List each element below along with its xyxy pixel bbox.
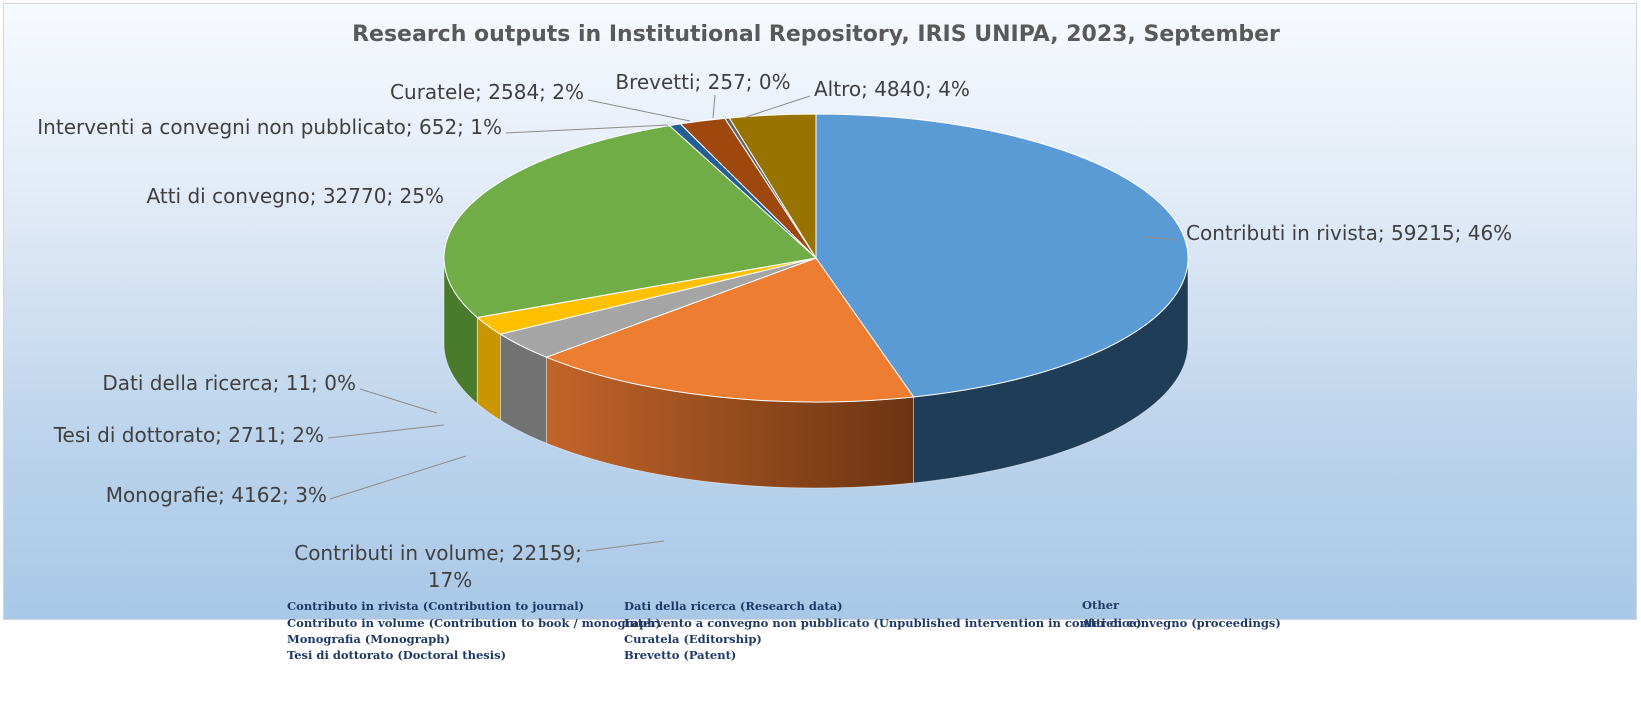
leader-lines — [327, 94, 1178, 552]
legend-item: Curatela (Editorship) — [624, 632, 762, 646]
pie-slice-contributi-in-volume — [544, 257, 915, 403]
slice-label-monografie: Monografie; 4162; 3% — [106, 483, 327, 507]
slice-label-brevetti: Brevetti; 257; 0% — [615, 70, 790, 94]
leader-line-interventi-a-convegni-non-pubblicato — [505, 124, 669, 134]
pie-side-walls — [443, 257, 1189, 489]
slice-label-altro: Altro; 4840; 4% — [814, 77, 970, 101]
leader-line-dati-della-ricerca — [359, 388, 438, 414]
slice-label-dati-della-ricerca: Dati della ricerca; 11; 0% — [102, 371, 356, 395]
leader-line-contributi-in-rivista — [1143, 236, 1178, 241]
pie-slices — [443, 113, 1189, 403]
slice-label-atti-di-convegno: Atti di convegno; 32770; 25% — [147, 184, 444, 208]
slice-label-contributi-in-volume-percent: 17% — [428, 568, 472, 592]
slice-label-contributi-in-volume: Contributi in volume; 22159; — [294, 541, 582, 565]
legend-item: Contributo in rivista (Contribution to j… — [287, 599, 585, 613]
legend-item: Atti di convegno (proceedings) — [1082, 616, 1281, 630]
chart-title: Research outputs in Institutional Reposi… — [352, 22, 1280, 47]
leader-line-tesi-di-dottorato — [327, 424, 445, 439]
slice-label-interventi-a-convegni-non-pubblicato: Interventi a convegni non pubblicato; 65… — [37, 115, 502, 139]
legend-item: Monografia (Monograph) — [287, 632, 451, 646]
leader-line-brevetti — [712, 94, 716, 119]
legend-item: Dati della ricerca (Research data) — [624, 599, 843, 613]
legend-glossary: Contributo in rivista (Contribution to j… — [0, 598, 1641, 702]
pie-chart: Research outputs in Institutional Reposi… — [37, 22, 1512, 592]
slice-label-tesi-di-dottorato: Tesi di dottorato; 2711; 2% — [53, 423, 324, 447]
legend-item: Brevetto (Patent) — [624, 648, 737, 662]
leader-line-curatele — [587, 99, 691, 122]
slice-label-curatele: Curatele; 2584; 2% — [390, 80, 584, 104]
legend-item: Other — [1082, 598, 1120, 612]
pie-side-tesi-di-dottorato — [476, 316, 501, 421]
leader-line-monografie — [329, 455, 467, 500]
chart-area: Research outputs in Institutional Reposi… — [3, 3, 1637, 620]
leader-line-altro — [745, 95, 811, 118]
legend-item: Tesi di dottorato (Doctoral thesis) — [287, 648, 507, 662]
pie-slice-altro — [728, 113, 817, 260]
pie-slice-atti-di-convegno — [443, 125, 818, 318]
legend-item: Contributo in volume (Contribution to bo… — [287, 616, 661, 630]
leader-line-contributi-in-volume — [585, 540, 665, 552]
slice-labels: Contributi in rivista; 59215; 46% Contrib… — [37, 70, 1512, 592]
pie-slice-contributi-in-rivista — [815, 113, 1189, 398]
slice-label-contributi-in-rivista: Contributi in rivista; 59215; 46% — [1186, 221, 1512, 245]
legend-item: Intervento a convegno non pubblicato (Un… — [624, 616, 1142, 630]
